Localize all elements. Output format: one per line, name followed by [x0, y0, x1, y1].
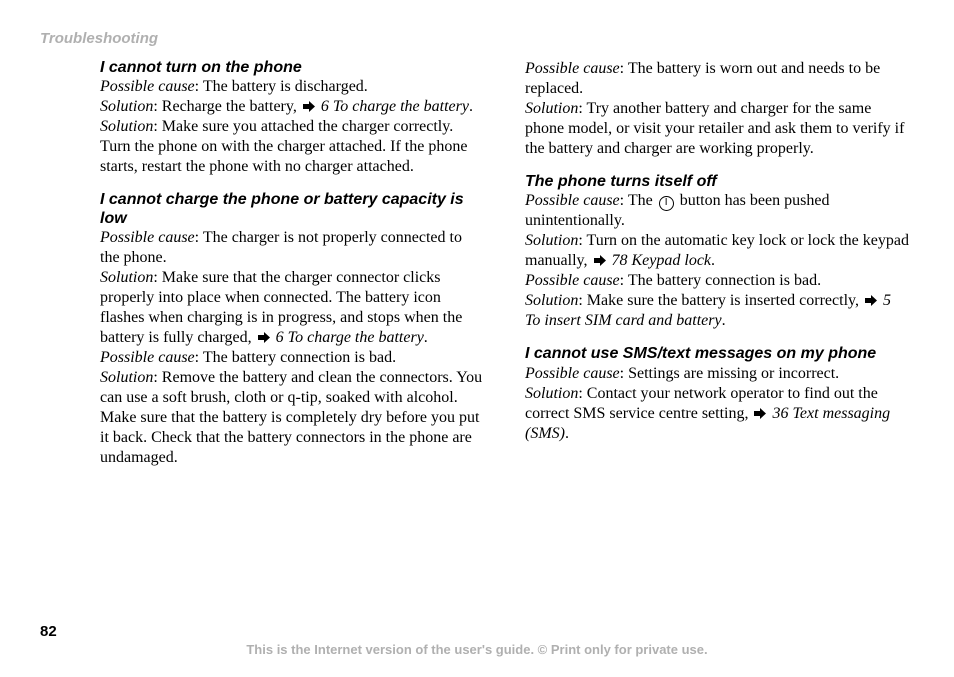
- heading-turns-itself-off: The phone turns itself off: [525, 173, 910, 191]
- body-text: Possible cause: The charger is not prope…: [100, 228, 485, 268]
- body-text: .: [711, 252, 715, 269]
- body-text: : The: [620, 192, 657, 209]
- label-possible-cause: Possible cause: [100, 229, 195, 246]
- right-column: Possible cause: The battery is worn out …: [525, 59, 910, 468]
- label-solution: Solution: [525, 232, 578, 249]
- body-text: .: [722, 312, 726, 329]
- body-text: Solution: Recharge the battery, 6 To cha…: [100, 97, 485, 117]
- body-text: Solution: Remove the battery and clean t…: [100, 368, 485, 468]
- body-text: Possible cause: The battery is worn out …: [525, 59, 910, 99]
- heading-cannot-use-sms: I cannot use SMS/text messages on my pho…: [525, 345, 910, 363]
- body-text: .: [469, 98, 473, 115]
- cross-reference: 78 Keypad lock: [612, 252, 712, 269]
- body-text: Possible cause: Settings are missing or …: [525, 364, 910, 384]
- label-possible-cause: Possible cause: [100, 349, 195, 366]
- body-text: Solution: Make sure the battery is inser…: [525, 291, 910, 331]
- label-solution: Solution: [525, 100, 578, 117]
- label-possible-cause: Possible cause: [525, 192, 620, 209]
- arrow-icon: [594, 255, 606, 266]
- body-text: Solution: Make sure that the charger con…: [100, 268, 485, 348]
- arrow-icon: [258, 332, 270, 343]
- chapter-title: Troubleshooting: [40, 30, 914, 47]
- body-text: : The battery connection is bad.: [620, 272, 821, 289]
- heading-cannot-charge: I cannot charge the phone or battery cap…: [100, 191, 485, 228]
- body-text: : Make sure the battery is inserted corr…: [578, 292, 863, 309]
- label-possible-cause: Possible cause: [525, 272, 620, 289]
- page-footer: 82 This is the Internet version of the u…: [40, 623, 914, 657]
- body-text: : Turn on the automatic key lock or lock…: [525, 232, 909, 269]
- body-text: : Make sure you attached the charger cor…: [100, 118, 467, 175]
- page-container: Troubleshooting I cannot turn on the pho…: [0, 0, 954, 468]
- body-text: : Settings are missing or incorrect.: [620, 365, 840, 382]
- label-possible-cause: Possible cause: [525, 60, 620, 77]
- body-text: : Recharge the battery,: [153, 98, 301, 115]
- power-icon: I: [659, 196, 674, 211]
- body-text: Possible cause: The battery connection i…: [100, 348, 485, 368]
- body-text: Possible cause: The battery connection i…: [525, 271, 910, 291]
- label-possible-cause: Possible cause: [100, 78, 195, 95]
- arrow-icon: [865, 295, 877, 306]
- body-text: Solution: Turn on the automatic key lock…: [525, 231, 910, 271]
- label-solution: Solution: [525, 385, 578, 402]
- label-possible-cause: Possible cause: [525, 365, 620, 382]
- label-solution: Solution: [100, 98, 153, 115]
- label-solution: Solution: [100, 369, 153, 386]
- body-text: Solution: Make sure you attached the cha…: [100, 117, 485, 177]
- left-column: I cannot turn on the phone Possible caus…: [100, 59, 485, 468]
- cross-reference: 6 To charge the battery: [276, 329, 424, 346]
- body-text: Possible cause: The I button has been pu…: [525, 191, 910, 231]
- body-text: Possible cause: The battery is discharge…: [100, 77, 485, 97]
- heading-cannot-turn-on: I cannot turn on the phone: [100, 59, 485, 77]
- arrow-icon: [754, 408, 766, 419]
- body-text: Solution: Try another battery and charge…: [525, 99, 910, 159]
- label-solution: Solution: [100, 118, 153, 135]
- page-number: 82: [40, 623, 914, 640]
- cross-reference: 6 To charge the battery: [321, 98, 469, 115]
- body-text: : Try another battery and charger for th…: [525, 100, 904, 157]
- body-text: .: [565, 425, 569, 442]
- content-columns: I cannot turn on the phone Possible caus…: [40, 59, 914, 468]
- label-solution: Solution: [100, 269, 153, 286]
- body-text: : Remove the battery and clean the conne…: [100, 369, 482, 466]
- footer-text: This is the Internet version of the user…: [40, 642, 914, 657]
- label-solution: Solution: [525, 292, 578, 309]
- arrow-icon: [303, 101, 315, 112]
- body-text: .: [424, 329, 428, 346]
- body-text: : The battery is discharged.: [195, 78, 368, 95]
- body-text: Solution: Contact your network operator …: [525, 384, 910, 444]
- body-text: : The battery connection is bad.: [195, 349, 396, 366]
